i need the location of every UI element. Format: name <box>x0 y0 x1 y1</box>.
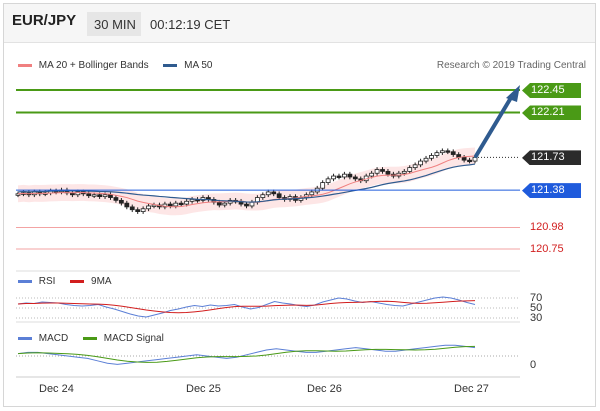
legend-rsi-label: RSI <box>38 276 56 287</box>
candle-body <box>86 193 92 197</box>
level-label-2: 121.73 <box>522 150 581 166</box>
symbol-label: EUR/JPY <box>12 12 77 29</box>
timeframe-label[interactable]: 30 MIN <box>94 17 136 32</box>
candle-body <box>380 169 385 172</box>
candle-body <box>129 206 135 211</box>
candle-body <box>140 208 146 212</box>
candle-body <box>331 175 336 180</box>
candle-body <box>418 160 423 166</box>
legend-swatch-rsi-ma <box>70 279 85 283</box>
x-label-dec25: Dec 25 <box>186 383 221 395</box>
macd-line <box>17 344 476 365</box>
candle-body <box>271 191 277 195</box>
level-label-3: 121.38 <box>522 183 581 199</box>
candle-body <box>412 164 418 169</box>
candle-body <box>102 194 108 198</box>
x-label-dec27: Dec 27 <box>454 383 489 395</box>
candle-body <box>178 202 184 206</box>
time-label: 00:12:19 CET <box>150 17 231 32</box>
x-label-dec26: Dec 26 <box>307 383 342 395</box>
candle-body <box>113 197 119 201</box>
level-label-0: 122.45 <box>522 83 581 99</box>
candle-body <box>325 178 331 183</box>
candle-body <box>91 194 97 197</box>
ma50-line <box>17 163 476 203</box>
legend-macd-signal-label: MACD Signal <box>103 333 164 344</box>
forecast-arrow-head <box>506 85 520 102</box>
bollinger-band-area <box>18 147 475 216</box>
candle-body <box>309 191 315 196</box>
x-label-dec24: Dec 24 <box>39 383 74 395</box>
price-levels <box>16 89 520 250</box>
legend-ma50: MA 50 <box>184 60 213 71</box>
forecast-arrow <box>474 94 514 158</box>
candle-body <box>151 204 157 207</box>
candle-body <box>347 173 353 178</box>
candle-body <box>369 172 375 177</box>
candle-body <box>401 170 407 174</box>
candle-body <box>450 151 456 155</box>
legend-rsi: RSI 9MA <box>18 276 112 287</box>
candle-body <box>336 175 342 178</box>
rsi-tick-70: 70 <box>530 292 543 304</box>
legend-ma20: MA 20 + Bollinger Bands <box>38 60 149 71</box>
macd-signal-line <box>17 345 476 363</box>
chart-frame <box>3 3 596 407</box>
macd-tick-0: 0 <box>530 359 537 371</box>
candle-body <box>374 169 380 174</box>
candle-body <box>320 182 326 189</box>
candle-body <box>445 150 451 153</box>
candle-body <box>244 203 249 207</box>
legend-swatch-ma20 <box>18 63 32 67</box>
rsi-ma-line <box>17 300 476 314</box>
legend-swatch-macd <box>18 336 32 340</box>
legend-swatch-ma50 <box>163 63 178 67</box>
candle-body <box>342 173 347 178</box>
bollinger-bands <box>18 147 475 216</box>
candle-body <box>162 203 168 208</box>
candle-body <box>260 194 266 198</box>
candle-body <box>407 167 413 172</box>
candle-body <box>439 150 445 154</box>
legend-swatch-macd-signal <box>83 336 98 340</box>
candle-body <box>135 209 141 212</box>
legend-main: MA 20 + Bollinger Bands MA 50 <box>18 60 213 71</box>
legend-swatch-rsi <box>18 279 32 283</box>
credit-text: Research © 2019 Trading Central <box>436 60 586 71</box>
candle-body <box>184 200 190 205</box>
candle-body <box>429 155 434 159</box>
candle-body <box>97 194 103 198</box>
timeframe-box[interactable] <box>87 12 141 36</box>
candle-body <box>118 199 124 204</box>
candle-body <box>75 191 81 196</box>
candle-body <box>265 191 271 196</box>
candle-body <box>276 193 282 198</box>
candle-body <box>352 176 358 180</box>
candle-body <box>167 203 173 207</box>
legend-macd: MACD MACD Signal <box>18 333 164 344</box>
legend-rsi-ma-label: 9MA <box>91 276 112 287</box>
candle-body <box>222 202 228 206</box>
level-label-1: 122.21 <box>522 105 581 121</box>
rsi-line <box>17 296 476 318</box>
rsi-tick-30: 30 <box>530 312 543 324</box>
candle-body <box>467 159 472 163</box>
level-label-4: 120.98 <box>530 221 564 234</box>
candle-body <box>385 170 391 175</box>
candle-body <box>434 152 440 156</box>
candle-body <box>146 205 151 210</box>
level-label-5: 120.75 <box>530 242 564 255</box>
rsi-tick-50: 50 <box>530 302 543 314</box>
candle-body <box>461 156 467 161</box>
candle-body <box>124 202 130 208</box>
legend-macd-label: MACD <box>38 333 69 344</box>
candle-body <box>423 157 429 162</box>
candle-body <box>173 202 179 207</box>
